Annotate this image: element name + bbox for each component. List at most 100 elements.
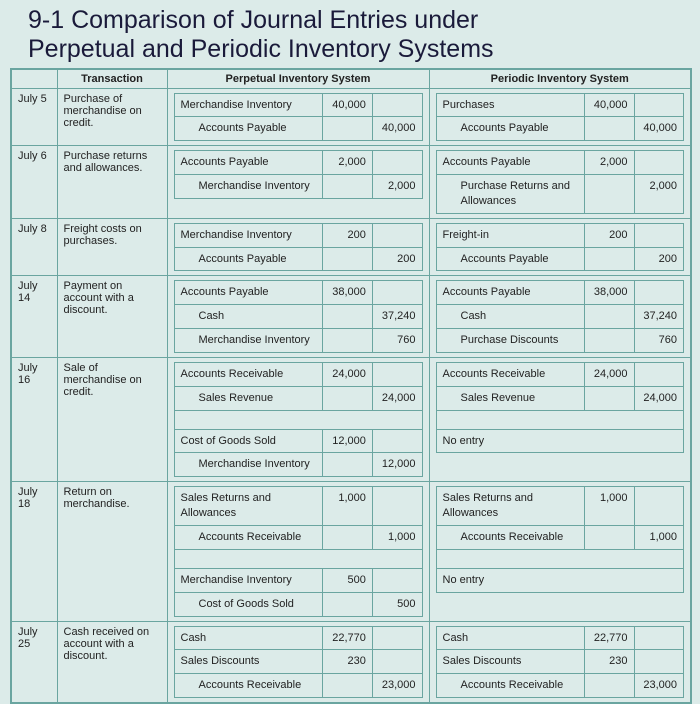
- journal-credit: [372, 281, 422, 305]
- header-transaction: Transaction: [57, 69, 167, 89]
- journal-credit: 12,000: [372, 453, 422, 477]
- journal-debit: [323, 247, 373, 271]
- journal-debit: 1,000: [585, 487, 635, 526]
- journal-credit: 24,000: [634, 386, 684, 410]
- journal-debit: [585, 305, 635, 329]
- journal-credit: [634, 223, 684, 247]
- title-line-1: 9-1 Comparison of Journal Entries under: [28, 6, 478, 34]
- journal-credit: 760: [634, 329, 684, 353]
- journal-credit: 24,000: [372, 386, 422, 410]
- no-entry-text: No entry: [436, 568, 684, 592]
- periodic-cell: Freight-in200Accounts Payable200: [429, 218, 691, 276]
- journal-account: Accounts Payable: [174, 247, 323, 271]
- journal-account: Sales Revenue: [436, 386, 585, 410]
- journal-debit: 230: [323, 650, 373, 674]
- journal-credit: 2,000: [634, 175, 684, 214]
- perpetual-cell: Accounts Payable2,000Merchandise Invento…: [167, 146, 429, 219]
- transaction-cell: Purchase of merchandise on credit.: [57, 88, 167, 146]
- journal-debit: 230: [585, 650, 635, 674]
- periodic-cell: Purchases40,000Accounts Payable40,000: [429, 88, 691, 146]
- journal-credit: [372, 223, 422, 247]
- journal-debit: [323, 329, 373, 353]
- journal-account: Merchandise Inventory: [174, 93, 323, 117]
- journal-account: Sales Discounts: [436, 650, 585, 674]
- journal-account: Merchandise Inventory: [174, 568, 323, 592]
- date-cell: July 18: [11, 482, 57, 621]
- perpetual-cell: Accounts Receivable24,000Sales Revenue24…: [167, 357, 429, 481]
- transaction-cell: Sale of merchandise on credit.: [57, 357, 167, 481]
- journal-account: Purchase Discounts: [436, 329, 585, 353]
- header-perpetual: Perpetual Inventory System: [167, 69, 429, 89]
- perpetual-cell: Merchandise Inventory40,000Accounts Paya…: [167, 88, 429, 146]
- header-periodic: Periodic Inventory System: [429, 69, 691, 89]
- date-cell: July 14: [11, 276, 57, 358]
- journal-credit: 200: [634, 247, 684, 271]
- table-row: July 5Purchase of merchandise on credit.…: [11, 88, 691, 146]
- date-cell: July 8: [11, 218, 57, 276]
- transaction-cell: Cash received on account with a discount…: [57, 621, 167, 703]
- transaction-cell: Return on merchandise.: [57, 482, 167, 621]
- journal-debit: [323, 175, 373, 199]
- journal-credit: 1,000: [634, 526, 684, 550]
- journal-credit: 2,000: [372, 175, 422, 199]
- journal-account: Cash: [174, 305, 323, 329]
- journal-account: Sales Discounts: [174, 650, 323, 674]
- journal-account: Merchandise Inventory: [174, 223, 323, 247]
- journal-account: Purchases: [436, 93, 585, 117]
- journal-account: Accounts Receivable: [436, 362, 585, 386]
- journal-debit: [323, 117, 373, 141]
- journal-account: Sales Revenue: [174, 386, 323, 410]
- journal-account: Merchandise Inventory: [174, 329, 323, 353]
- journal-debit: 38,000: [323, 281, 373, 305]
- journal-debit: 200: [323, 223, 373, 247]
- perpetual-cell: Merchandise Inventory200Accounts Payable…: [167, 218, 429, 276]
- journal-credit: [634, 281, 684, 305]
- journal-debit: [323, 386, 373, 410]
- perpetual-cell: Cash22,770Sales Discounts230Accounts Rec…: [167, 621, 429, 703]
- journal-debit: 40,000: [585, 93, 635, 117]
- periodic-cell: Accounts Receivable24,000Sales Revenue24…: [429, 357, 691, 481]
- table-row: July 14Payment on account with a discoun…: [11, 276, 691, 358]
- journal-account: Merchandise Inventory: [174, 453, 323, 477]
- journal-account: Accounts Payable: [174, 117, 323, 141]
- journal-account: Accounts Payable: [436, 281, 585, 305]
- journal-credit: 1,000: [372, 526, 422, 550]
- header-date: [11, 69, 57, 89]
- date-cell: July 16: [11, 357, 57, 481]
- journal-account: Accounts Receivable: [174, 674, 323, 698]
- journal-account: Accounts Payable: [436, 117, 585, 141]
- journal-credit: 200: [372, 247, 422, 271]
- journal-credit: [372, 429, 422, 453]
- journal-account: Purchase Returns and Allowances: [436, 175, 585, 214]
- journal-debit: 1,000: [323, 487, 373, 526]
- journal-credit: [634, 650, 684, 674]
- journal-credit: 760: [372, 329, 422, 353]
- periodic-cell: Accounts Payable38,000Cash37,240Purchase…: [429, 276, 691, 358]
- journal-debit: 38,000: [585, 281, 635, 305]
- date-cell: July 5: [11, 88, 57, 146]
- date-cell: July 6: [11, 146, 57, 219]
- perpetual-cell: Sales Returns and Allowances1,000Account…: [167, 482, 429, 621]
- journal-account: Cost of Goods Sold: [174, 429, 323, 453]
- journal-account: Accounts Payable: [174, 281, 323, 305]
- journal-debit: [585, 175, 635, 214]
- journal-account: Cash: [174, 626, 323, 650]
- journal-debit: 40,000: [323, 93, 373, 117]
- journal-debit: [323, 305, 373, 329]
- journal-account: Accounts Receivable: [436, 526, 585, 550]
- perpetual-cell: Accounts Payable38,000Cash37,240Merchand…: [167, 276, 429, 358]
- journal-credit: [372, 151, 422, 175]
- journal-credit: [372, 487, 422, 526]
- journal-credit: [634, 626, 684, 650]
- page-title: 9-1 Comparison of Journal Entries under …: [28, 6, 690, 64]
- journal-credit: [372, 650, 422, 674]
- journal-debit: [323, 453, 373, 477]
- journal-account: Cost of Goods Sold: [174, 592, 323, 616]
- journal-debit: [585, 247, 635, 271]
- transaction-cell: Purchase returns and allowances.: [57, 146, 167, 219]
- journal-credit: 40,000: [372, 117, 422, 141]
- journal-debit: [585, 329, 635, 353]
- journal-credit: [634, 151, 684, 175]
- journal-credit: 40,000: [634, 117, 684, 141]
- table-row: July 25Cash received on account with a d…: [11, 621, 691, 703]
